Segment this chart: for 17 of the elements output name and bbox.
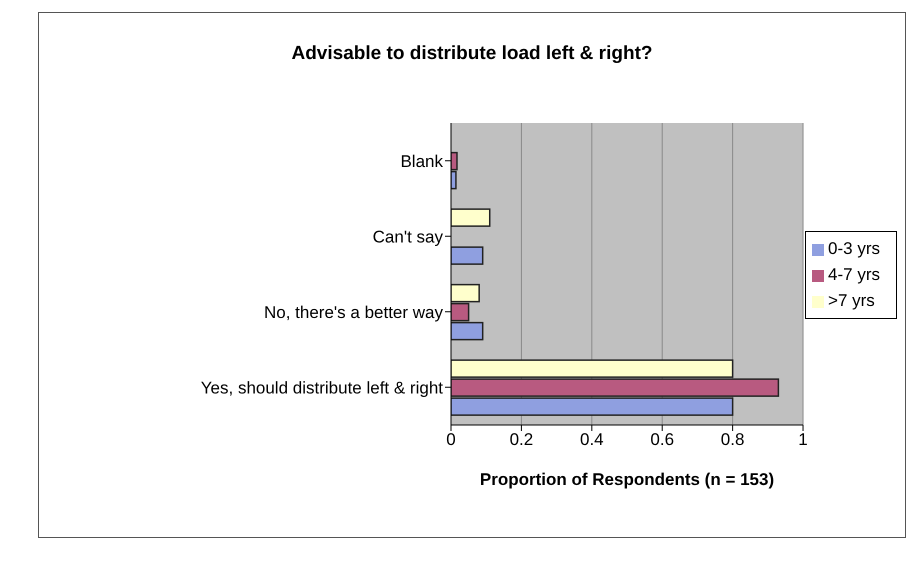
bar xyxy=(451,246,484,265)
x-tick-label: 0.6 xyxy=(650,430,674,450)
y-tick-label: No, there's a better way xyxy=(264,302,444,322)
y-tick-label: Yes, should distribute left & right xyxy=(200,378,444,398)
bar xyxy=(451,208,490,227)
legend-label: >7 yrs xyxy=(828,291,875,310)
y-tick-label: Blank xyxy=(400,152,444,171)
x-tick-label: 0.8 xyxy=(720,430,744,450)
x-tick-label: 0 xyxy=(446,430,456,450)
y-tick-label: Can't say xyxy=(372,227,444,246)
x-tick-label: 0.4 xyxy=(580,430,604,450)
x-tick-label: 1 xyxy=(798,430,808,450)
legend-label: 4-7 yrs xyxy=(828,265,880,284)
x-axis-title: Proportion of Respondents (n = 153) xyxy=(480,470,774,489)
legend-label: 0-3 yrs xyxy=(828,239,880,258)
chart-title: Advisable to distribute load left & right? xyxy=(290,43,654,65)
x-tick-label: 0.2 xyxy=(510,430,534,450)
